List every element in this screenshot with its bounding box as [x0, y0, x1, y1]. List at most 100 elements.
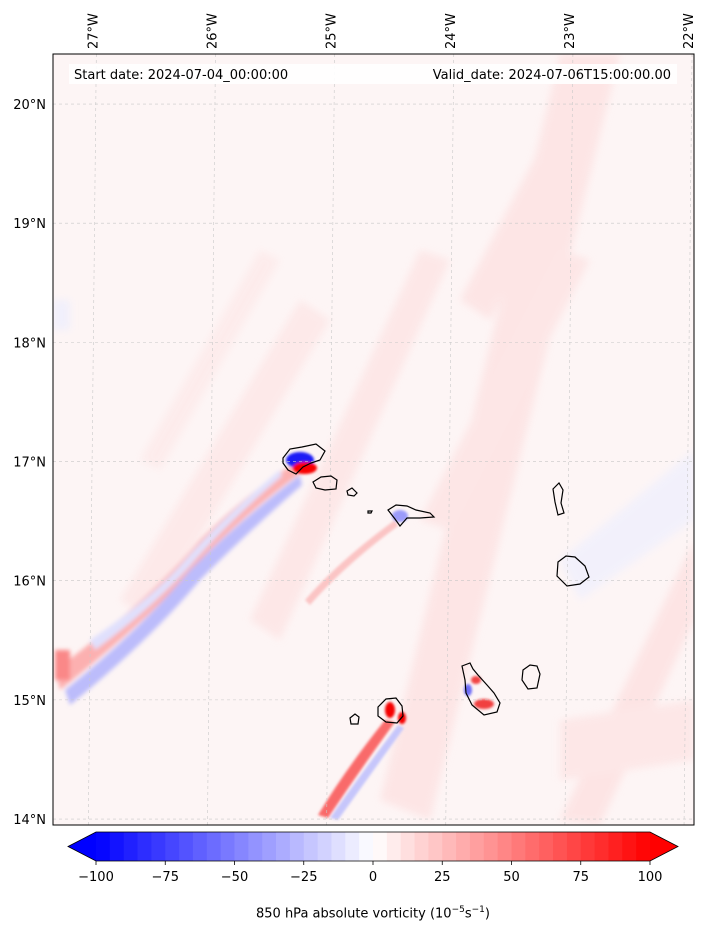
- colorbar-level: [303, 832, 319, 861]
- colorbar-level: [539, 832, 554, 861]
- colorbar-title-exp1: −5: [451, 905, 465, 915]
- coast-brava: [349, 713, 360, 725]
- shear-line-northwest: [55, 460, 305, 705]
- colorbar-extend-max: [650, 832, 678, 861]
- colorbar-extend-min: [68, 832, 96, 861]
- colorbar-level: [206, 832, 222, 861]
- colorbar-level: [192, 832, 208, 861]
- colorbar-level: [123, 832, 139, 861]
- meridian-line: [445, 54, 455, 825]
- colorbar-level: [373, 832, 388, 861]
- colorbar-title-end: ): [484, 906, 490, 922]
- colorbar-tick-label: −50: [221, 870, 248, 885]
- weak-positive-streaks: [120, 54, 694, 825]
- colorbar-level: [594, 832, 610, 861]
- coast-sao-nicolau: [387, 504, 436, 527]
- coast-santa-luzia: [346, 487, 358, 497]
- colorbar-level: [400, 832, 416, 861]
- coast-santo-antao: [282, 443, 326, 475]
- colorbar-title-main: 850 hPa absolute vorticity (10: [256, 906, 452, 922]
- colorbar-level: [345, 832, 360, 861]
- lat-tick-label: 15°N: [13, 694, 46, 709]
- lon-tick-label: 23°W: [563, 13, 578, 49]
- meridian-line: [326, 54, 335, 825]
- coast-maio: [521, 664, 541, 690]
- colorbar-tick-label: 100: [638, 870, 663, 885]
- colorbar-title: 850 hPa absolute vorticity (10−5s−1): [0, 905, 703, 921]
- coastlines: [282, 443, 590, 725]
- colorbar-level: [428, 832, 443, 861]
- lon-tick-label: 27°W: [86, 13, 101, 49]
- colorbar-level: [386, 832, 402, 861]
- meridian-line: [683, 54, 693, 825]
- colorbar-level: [456, 832, 471, 861]
- gridlines: [53, 54, 694, 825]
- colorbar-level: [289, 832, 305, 861]
- map-background: [53, 54, 694, 825]
- colorbar-title-exp2: −1: [471, 905, 485, 915]
- lat-tick-label: 17°N: [13, 456, 46, 471]
- coast-fogo: [377, 697, 404, 724]
- coast-boa-vista: [556, 555, 590, 587]
- colorbar-level: [553, 832, 568, 861]
- colorbar-level: [483, 832, 499, 861]
- colorbar-level: [469, 832, 485, 861]
- colorbar-tick-label: −100: [78, 870, 114, 885]
- colorbar-level: [442, 832, 457, 861]
- colorbar-level: [262, 832, 277, 861]
- colorbar-level: [220, 832, 236, 861]
- colorbar-tick-label: 25: [434, 870, 451, 885]
- lon-tick-label: 25°W: [325, 13, 340, 49]
- colorbar-level: [414, 832, 429, 861]
- lon-tick-label: 26°W: [205, 13, 220, 49]
- colorbar-level: [622, 832, 637, 861]
- shear-line-south: [305, 520, 404, 820]
- coast-santiago: [461, 662, 501, 716]
- lon-tick-label: 22°W: [682, 13, 697, 49]
- colorbar-tick-label: −25: [290, 870, 317, 885]
- weak-negative-patches: [53, 300, 694, 600]
- colorbar-level: [525, 832, 540, 861]
- colorbar: −100 −75 −50 −25 0 25 50 75 100: [67, 831, 679, 885]
- colorbar-tick-label: −75: [152, 870, 179, 885]
- colorbar-level: [331, 832, 346, 861]
- colorbar-level: [636, 832, 651, 861]
- coast-raso: [367, 510, 373, 514]
- colorbar-level: [151, 832, 166, 861]
- colorbar-tick-label: 75: [572, 870, 589, 885]
- lat-tick-label: 20°N: [13, 98, 46, 113]
- colorbar-level: [137, 832, 152, 861]
- colorbar-title-mid: s: [464, 906, 472, 922]
- colorbar-level: [317, 832, 333, 861]
- colorbar-level: [165, 832, 180, 861]
- colorbar-level: [359, 832, 374, 861]
- meridian-line: [564, 54, 574, 825]
- colorbar-level: [580, 832, 596, 861]
- colorbar-level: [96, 832, 111, 861]
- colorbar-level: [511, 832, 526, 861]
- meridian-line: [88, 54, 97, 825]
- colorbar-level: [566, 832, 582, 861]
- map-frame: [52, 53, 695, 826]
- latitude-tick-labels: 20°N 19°N 18°N 17°N 16°N 15°N 14°N: [13, 98, 46, 828]
- colorbar-level: [276, 832, 291, 861]
- colorbar-level: [179, 832, 194, 861]
- colorbar-level: [497, 832, 513, 861]
- valid-date-label: Valid_date: 2024-07-06T15:00:00.00: [433, 68, 671, 83]
- coast-sao-vicente: [312, 475, 338, 491]
- colorbar-level: [248, 832, 263, 861]
- vorticity-field: [53, 54, 694, 825]
- colorbar-tick-label: 0: [369, 870, 377, 885]
- meridian-line: [207, 54, 216, 825]
- colorbar-level: [234, 832, 249, 861]
- start-date-label: Start date: 2024-07-04_00:00:00: [74, 68, 288, 83]
- colorbar-tick-label: 50: [503, 870, 520, 885]
- info-box: [69, 64, 677, 84]
- lat-tick-label: 16°N: [13, 575, 46, 590]
- coast-sal: [552, 482, 565, 516]
- longitude-tick-labels: 27°W 26°W 25°W 24°W 23°W 22°W: [86, 13, 697, 49]
- colorbar-level: [608, 832, 623, 861]
- lat-tick-label: 14°N: [13, 813, 46, 828]
- lon-tick-label: 24°W: [444, 13, 459, 49]
